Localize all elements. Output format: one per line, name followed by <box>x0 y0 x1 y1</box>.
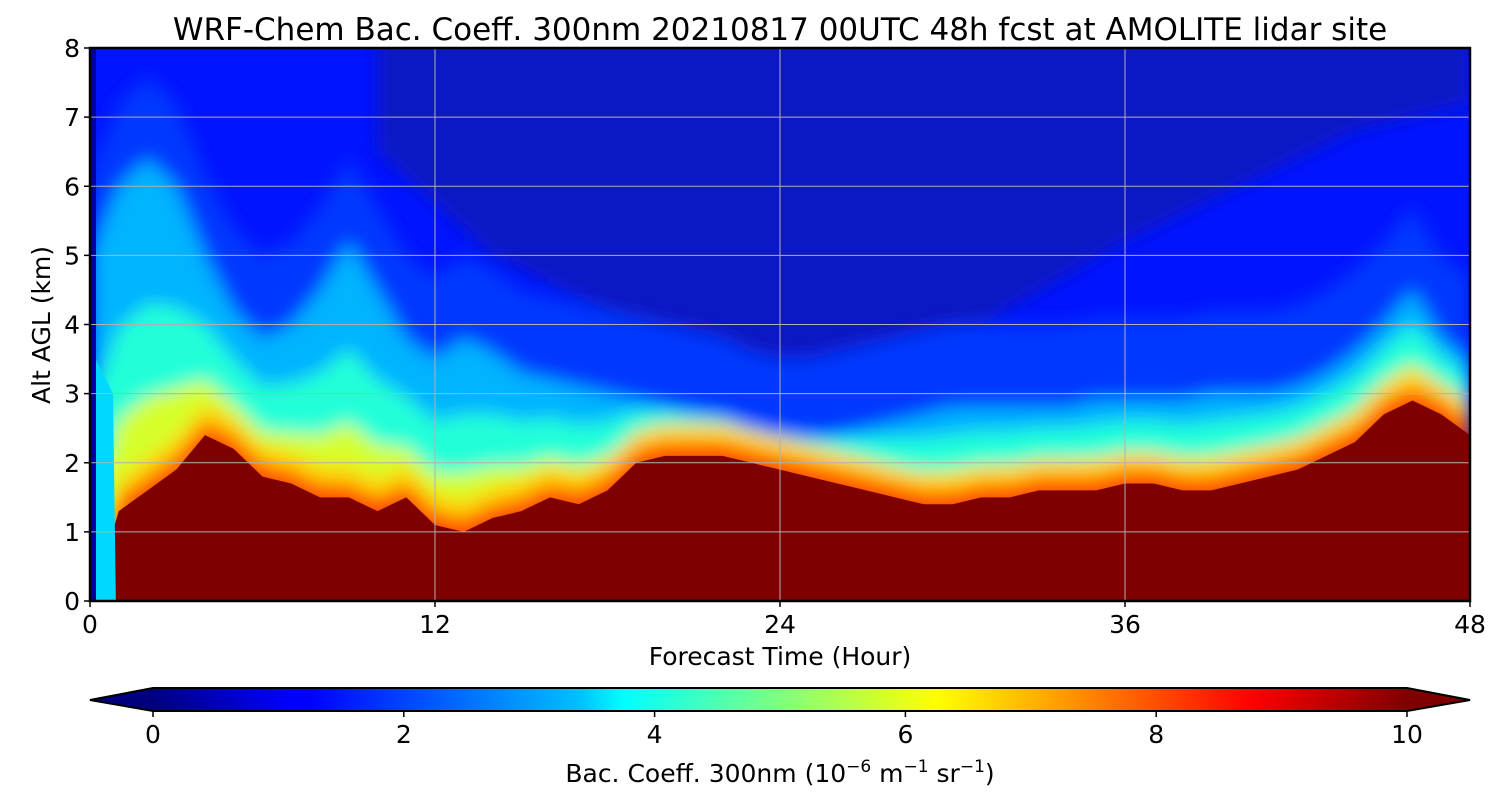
x-axis-ticks: 0 12 24 36 48 <box>82 601 1486 639</box>
surface-strip <box>95 359 116 601</box>
colorbar-label-mid: m <box>871 759 903 788</box>
colorbar-label-exp2: −1 <box>904 757 929 777</box>
clean-air-core <box>377 48 1470 401</box>
y-axis-label: Alt AGL (km) <box>27 246 56 404</box>
colorbar-extend-min <box>90 688 153 711</box>
y-tick-label: 0 <box>64 587 80 616</box>
y-tick-label: 6 <box>64 172 80 201</box>
chart-title: WRF-Chem Bac. Coeff. 300nm 20210817 00UT… <box>173 12 1387 48</box>
colorbar-tick-label: 2 <box>396 720 412 749</box>
y-tick-label: 1 <box>64 518 80 547</box>
y-tick-label: 2 <box>64 449 80 478</box>
colorbar-tick-label: 8 <box>1148 720 1164 749</box>
x-axis-label: Forecast Time (Hour) <box>649 642 912 671</box>
y-tick-label: 5 <box>64 241 80 270</box>
x-tick-label: 36 <box>1109 610 1141 639</box>
colorbar-tick-label: 0 <box>145 720 161 749</box>
x-tick-label: 48 <box>1454 610 1486 639</box>
colorbar-ticks: 0 2 4 6 8 10 <box>145 711 1423 749</box>
colorbar: 0 2 4 6 8 10 <box>89 687 1471 749</box>
colorbar-extend-max <box>1407 688 1470 711</box>
colorbar-label-exp1: −6 <box>846 757 871 777</box>
colorbar-label: Bac. Coeff. 300nm (10−6 m−1 sr−1) <box>565 757 994 788</box>
colorbar-tick-label: 4 <box>647 720 663 749</box>
colorbar-tick-label: 10 <box>1391 720 1423 749</box>
colorbar-label-base: Bac. Coeff. 300nm (10 <box>565 759 846 788</box>
y-tick-label: 4 <box>64 311 80 340</box>
x-tick-label: 12 <box>419 610 451 639</box>
x-tick-label: 0 <box>82 610 98 639</box>
y-tick-label: 8 <box>64 34 80 63</box>
x-tick-label: 24 <box>764 610 796 639</box>
y-tick-label: 7 <box>64 103 80 132</box>
y-axis-ticks: 0 1 2 3 4 5 6 7 8 <box>64 34 90 616</box>
colorbar-body <box>153 688 1407 711</box>
colorbar-tick-label: 6 <box>897 720 913 749</box>
colorbar-label-end: ) <box>985 759 995 788</box>
y-tick-label: 3 <box>64 380 80 409</box>
colorbar-label-exp3: −1 <box>960 757 985 777</box>
colorbar-label-mid2: sr <box>929 759 961 788</box>
